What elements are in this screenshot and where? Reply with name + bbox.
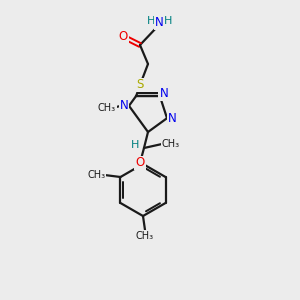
Text: CH₃: CH₃ (87, 170, 106, 180)
Text: H: H (131, 140, 139, 150)
Text: CH₃: CH₃ (98, 103, 116, 113)
Text: S: S (136, 79, 144, 92)
Text: N: N (159, 87, 168, 100)
Text: N: N (120, 99, 128, 112)
Text: H: H (147, 16, 155, 26)
Text: O: O (135, 157, 145, 169)
Text: N: N (168, 112, 176, 125)
Text: H: H (164, 16, 172, 26)
Text: N: N (154, 16, 164, 29)
Text: CH₃: CH₃ (162, 139, 180, 149)
Text: O: O (118, 29, 127, 43)
Text: CH₃: CH₃ (136, 231, 154, 241)
